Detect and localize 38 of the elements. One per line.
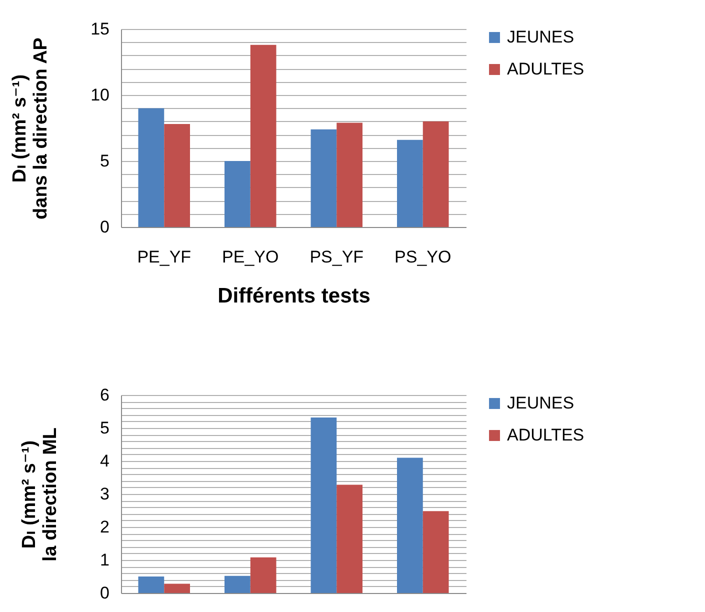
bar [310, 129, 337, 227]
bar [224, 161, 250, 227]
x-tick-label: PS_YO [394, 248, 452, 266]
bar [310, 417, 337, 593]
bar [138, 576, 164, 593]
legend-label: JEUNES [507, 28, 574, 46]
bar [250, 44, 276, 227]
bar [397, 458, 423, 593]
legend-label: ADULTES [507, 60, 584, 78]
x-tick-label: PS_YF [310, 248, 364, 266]
y-axis-title: Dₗ (mm² s⁻¹) la direction ML [19, 427, 62, 562]
x-axis-title: Différents tests [218, 284, 370, 308]
bar [224, 576, 250, 593]
y-tick-label: 1 [100, 550, 110, 570]
y-axis-title: Dₗ (mm² s⁻¹) dans la direction AP [10, 37, 52, 220]
y-tick-label: 10 [90, 86, 110, 104]
bar [422, 511, 449, 593]
bar [336, 122, 362, 227]
bar [164, 584, 190, 593]
bar [138, 108, 164, 227]
bar [250, 557, 276, 593]
legend-label: ADULTES [507, 426, 584, 444]
y-tick-label: 5 [100, 152, 110, 170]
y-tick-label: 2 [100, 518, 110, 536]
y-tick-label: 0 [100, 218, 110, 236]
y-tick-label: 3 [100, 484, 110, 504]
y-tick-label: 5 [100, 418, 110, 438]
bar [336, 484, 362, 593]
bar [422, 121, 449, 227]
y-tick-label: 6 [100, 386, 110, 404]
y-tick-label: 4 [100, 452, 110, 470]
y-tick-label: 15 [90, 20, 110, 38]
y-tick-label: 0 [100, 584, 110, 602]
bar [164, 124, 190, 227]
x-tick-label: PE_YF [137, 248, 192, 266]
bar [397, 140, 423, 227]
legend-label: JEUNES [507, 394, 574, 412]
x-tick-label: PE_YO [222, 248, 279, 266]
